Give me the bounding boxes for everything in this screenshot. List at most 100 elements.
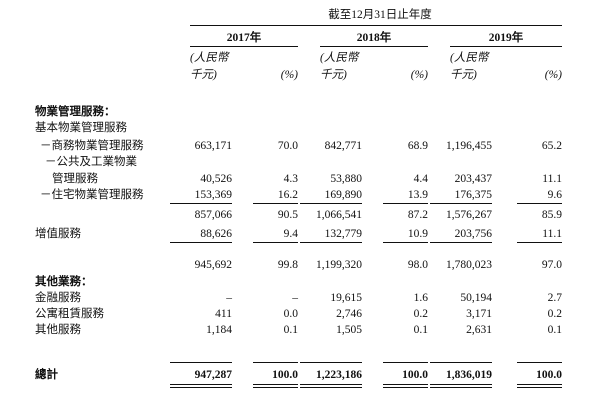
column-rule: [253, 384, 298, 385]
year-header: 2019年: [488, 32, 524, 44]
year-rule: [320, 46, 428, 47]
year-header: 2018年: [356, 32, 392, 44]
row-label: －公共及工業物業: [45, 156, 137, 168]
cell: –: [292, 292, 298, 304]
period-header: 截至12月31日止年度: [328, 9, 432, 21]
cell: 9.6: [547, 189, 562, 201]
row-label: 物業管理服務：: [35, 106, 116, 118]
column-rule: [383, 203, 428, 204]
column-rule: [430, 242, 492, 243]
column-rule: [253, 242, 298, 243]
cell: 10.9: [407, 228, 428, 240]
cell: 1.6: [413, 292, 428, 304]
unit-label: (%): [544, 69, 562, 81]
cell: 0.1: [283, 324, 298, 336]
column-rule: [430, 203, 492, 204]
column-rule: [517, 242, 562, 243]
column-rule: [253, 203, 298, 204]
cell: 842,771: [324, 140, 362, 152]
year-rule: [190, 46, 298, 47]
cell: 1,196,455: [446, 140, 492, 152]
header-rule: [190, 25, 562, 26]
cell: 4.4: [413, 173, 428, 185]
unit-label: (人民幣: [320, 52, 359, 64]
unit-label: 千元): [320, 69, 347, 81]
cell: 0.0: [283, 308, 298, 320]
row-label: －住宅物業管理服務: [40, 189, 144, 201]
cell: 1,199,320: [316, 259, 362, 271]
cell: 0.2: [547, 308, 562, 320]
column-rule: [300, 242, 362, 243]
column-rule: [170, 362, 232, 363]
cell: 945,692: [194, 259, 232, 271]
column-rule: [300, 362, 362, 363]
row-label: 公寓租賃服務: [35, 308, 104, 320]
cell: 1,836,019: [446, 369, 492, 381]
cell: 3,171: [466, 308, 492, 320]
cell: 1,184: [206, 324, 232, 336]
cell: 85.9: [541, 209, 562, 221]
cell: 4.3: [283, 173, 298, 185]
cell: 2,746: [336, 308, 362, 320]
column-rule: [170, 203, 232, 204]
column-rule: [300, 203, 362, 204]
column-rule: [300, 384, 362, 385]
cell: 0.1: [413, 324, 428, 336]
cell: 98.0: [407, 259, 428, 271]
column-rule: [517, 384, 562, 385]
cell: 65.2: [541, 140, 562, 152]
cell: 11.1: [542, 173, 562, 185]
cell: 1,223,186: [316, 369, 362, 381]
column-rule: [430, 384, 492, 385]
column-rule: [517, 203, 562, 204]
cell: 1,576,267: [446, 209, 492, 221]
column-rule: [517, 362, 562, 363]
cell: 203,756: [454, 228, 492, 240]
cell: 97.0: [541, 259, 562, 271]
row-label: 管理服務: [52, 173, 98, 185]
cell: 100.0: [536, 369, 562, 381]
column-rule: [383, 242, 428, 243]
cell: 87.2: [407, 209, 428, 221]
column-rule: [170, 387, 232, 388]
year-rule: [450, 46, 562, 47]
cell: –: [226, 292, 232, 304]
row-label: 其他業務：: [35, 276, 93, 288]
column-rule: [300, 387, 362, 388]
cell: 90.5: [277, 209, 298, 221]
cell: 68.9: [407, 140, 428, 152]
cell: 11.1: [542, 228, 562, 240]
row-label: 增值服務: [35, 228, 81, 240]
cell: 2,631: [466, 324, 492, 336]
row-label: －商務物業管理服務: [40, 140, 144, 152]
cell: 19,615: [330, 292, 362, 304]
cell: 53,880: [330, 173, 362, 185]
unit-label: (人民幣: [190, 52, 229, 64]
cell: 203,437: [454, 173, 492, 185]
column-rule: [170, 384, 232, 385]
cell: 40,526: [200, 173, 232, 185]
row-label: 金融服務: [35, 292, 81, 304]
cell: 1,505: [336, 324, 362, 336]
cell: 16.2: [277, 189, 298, 201]
cell: 857,066: [194, 209, 232, 221]
cell: 1,780,023: [446, 259, 492, 271]
cell: 663,171: [194, 140, 232, 152]
unit-label: 千元): [190, 69, 217, 81]
cell: 50,194: [460, 292, 492, 304]
column-rule: [170, 242, 232, 243]
cell: 947,287: [194, 369, 232, 381]
column-rule: [430, 387, 492, 388]
unit-label: (%): [280, 69, 298, 81]
cell: 9.4: [283, 228, 298, 240]
cell: 70.0: [277, 140, 298, 152]
cell: 176,375: [454, 189, 492, 201]
cell: 13.9: [407, 189, 428, 201]
column-rule: [383, 387, 428, 388]
cell: 99.8: [277, 259, 298, 271]
column-rule: [517, 387, 562, 388]
cell: 100.0: [402, 369, 428, 381]
column-rule: [383, 384, 428, 385]
cell: 1,066,541: [316, 209, 362, 221]
cell: 132,779: [324, 228, 362, 240]
